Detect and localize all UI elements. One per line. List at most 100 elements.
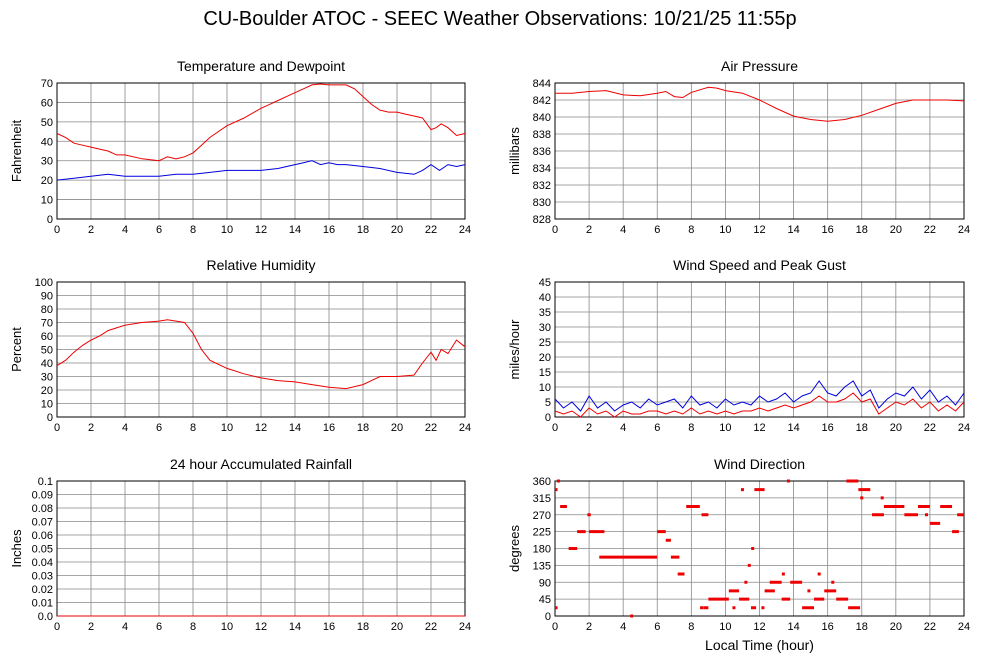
x-tick-label: 24 bbox=[958, 224, 970, 236]
y-tick-label: 844 bbox=[533, 78, 551, 90]
x-tick-label: 14 bbox=[787, 422, 799, 434]
x-tick-label: 2 bbox=[88, 621, 94, 633]
y-tick-label: 0.1 bbox=[38, 476, 53, 488]
direction-point bbox=[925, 513, 929, 517]
x-tick-label: 16 bbox=[323, 422, 335, 434]
x-tick-label: 22 bbox=[924, 621, 936, 633]
x-tick-label: 12 bbox=[255, 422, 267, 434]
y-tick-label: 842 bbox=[533, 95, 551, 107]
x-tick-label: 10 bbox=[719, 621, 731, 633]
x-tick-label: 6 bbox=[156, 422, 162, 434]
y-tick-label: 10 bbox=[41, 195, 53, 207]
plot-frame bbox=[56, 82, 466, 220]
y-tick-label: 315 bbox=[533, 493, 551, 505]
x-tick-label: 22 bbox=[924, 224, 936, 236]
x-tick-label: 2 bbox=[586, 621, 592, 633]
x-tick-label: 24 bbox=[459, 224, 471, 236]
plot-frame bbox=[554, 281, 965, 418]
y-tick-label: 0.04 bbox=[32, 557, 53, 569]
x-tick-label: 12 bbox=[255, 621, 267, 633]
x-tick-label: 6 bbox=[654, 224, 660, 236]
x-tick-label: 4 bbox=[122, 422, 128, 434]
series-line-0 bbox=[56, 83, 466, 162]
x-tick-label: 0 bbox=[54, 621, 60, 633]
direction-point bbox=[740, 488, 744, 492]
y-axis-label: Percent bbox=[9, 327, 24, 372]
y-tick-label: 100 bbox=[35, 277, 53, 289]
x-tick-label: 12 bbox=[753, 422, 765, 434]
y-tick-label: 0.01 bbox=[32, 598, 53, 610]
direction-point bbox=[556, 479, 560, 483]
y-tick-label: 830 bbox=[533, 197, 551, 209]
x-tick-label: 8 bbox=[190, 224, 196, 236]
direction-point bbox=[751, 547, 755, 550]
direction-point bbox=[786, 479, 790, 483]
y-tick-label: 0 bbox=[545, 611, 551, 623]
x-tick-label: 10 bbox=[221, 224, 233, 236]
x-tick-label: 20 bbox=[890, 224, 902, 236]
x-tick-label: 12 bbox=[753, 621, 765, 633]
y-tick-label: 0.03 bbox=[32, 571, 53, 583]
direction-point bbox=[747, 563, 751, 567]
x-tick-label: 8 bbox=[688, 422, 694, 434]
x-tick-label: 14 bbox=[787, 224, 799, 236]
y-tick-label: 80 bbox=[41, 304, 53, 316]
x-tick-label: 10 bbox=[221, 621, 233, 633]
y-tick-label: 45 bbox=[539, 277, 551, 289]
y-tick-label: 50 bbox=[41, 345, 53, 357]
chart-title: Wind Speed and Peak Gust bbox=[673, 257, 846, 273]
x-tick-label: 20 bbox=[890, 422, 902, 434]
y-tick-label: 838 bbox=[533, 129, 551, 141]
y-tick-label: 20 bbox=[41, 175, 53, 187]
y-tick-label: 40 bbox=[539, 292, 551, 304]
series-line-0 bbox=[554, 380, 965, 412]
x-tick-label: 16 bbox=[822, 621, 834, 633]
y-tick-label: 840 bbox=[533, 112, 551, 124]
y-tick-label: 25 bbox=[539, 337, 551, 349]
x-tick-label: 2 bbox=[586, 422, 592, 434]
series-line-1 bbox=[554, 392, 965, 418]
x-tick-label: 20 bbox=[391, 422, 403, 434]
direction-point bbox=[630, 614, 634, 618]
y-tick-label: 0.0 bbox=[38, 611, 53, 623]
direction-point bbox=[807, 589, 811, 593]
direction-point bbox=[700, 606, 704, 610]
x-tick-label: 24 bbox=[459, 422, 471, 434]
y-axis-label: Fahrenheit bbox=[9, 120, 24, 183]
plot-frame bbox=[554, 480, 965, 617]
x-axis-label: Local Time (hour) bbox=[705, 637, 814, 653]
x-tick-label: 8 bbox=[190, 422, 196, 434]
direction-point bbox=[732, 606, 736, 610]
x-tick-label: 0 bbox=[54, 422, 60, 434]
y-tick-label: 70 bbox=[41, 318, 53, 330]
y-tick-label: 35 bbox=[539, 307, 551, 319]
x-tick-label: 20 bbox=[391, 621, 403, 633]
plot-frame bbox=[56, 281, 466, 418]
x-tick-label: 16 bbox=[822, 422, 834, 434]
x-tick-label: 24 bbox=[958, 621, 970, 633]
x-tick-label: 20 bbox=[890, 621, 902, 633]
y-tick-label: 270 bbox=[533, 510, 551, 522]
x-tick-label: 18 bbox=[856, 621, 868, 633]
x-tick-label: 24 bbox=[958, 422, 970, 434]
y-tick-label: 60 bbox=[41, 331, 53, 343]
y-tick-label: 360 bbox=[533, 476, 551, 488]
direction-point bbox=[817, 572, 821, 576]
y-tick-label: 0 bbox=[47, 412, 53, 424]
x-tick-label: 2 bbox=[586, 224, 592, 236]
y-tick-label: 60 bbox=[41, 97, 53, 109]
x-tick-label: 6 bbox=[654, 422, 660, 434]
plot-frame bbox=[554, 82, 965, 220]
y-tick-label: 836 bbox=[533, 146, 551, 158]
x-tick-label: 0 bbox=[552, 422, 558, 434]
x-tick-label: 0 bbox=[552, 621, 558, 633]
series-line-1 bbox=[56, 160, 466, 181]
x-tick-label: 14 bbox=[289, 422, 301, 434]
x-tick-label: 14 bbox=[289, 621, 301, 633]
x-tick-label: 22 bbox=[924, 422, 936, 434]
x-tick-label: 8 bbox=[190, 621, 196, 633]
